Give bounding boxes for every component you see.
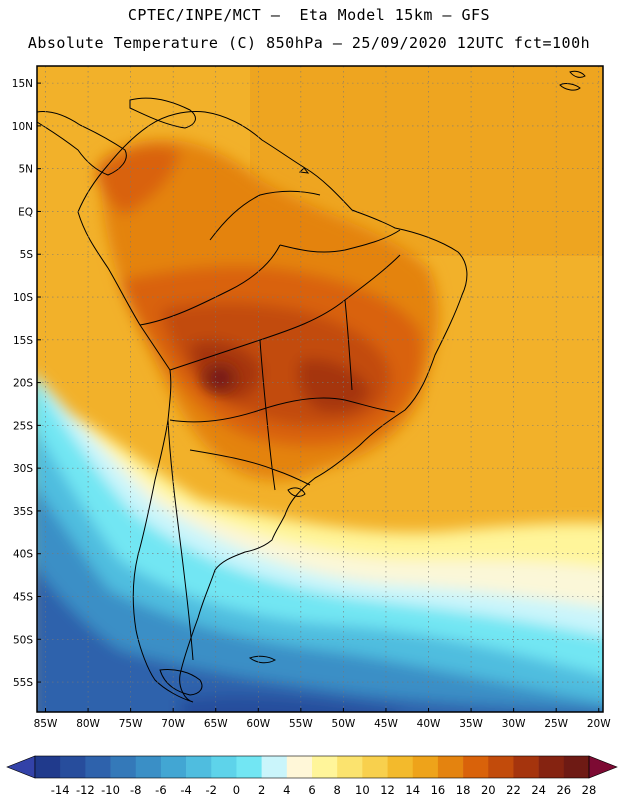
longitude-label: 70W — [161, 718, 185, 730]
colorbar-label: 16 — [431, 783, 446, 797]
map-frame — [36, 65, 604, 713]
colorbar-swatch — [387, 756, 414, 778]
latitude-label: EQ — [18, 206, 33, 218]
colorbar-swatch — [186, 756, 212, 778]
longitude-label: 30W — [502, 718, 526, 730]
latitude-label: 10S — [13, 292, 33, 304]
colorbar-label: 0 — [233, 783, 240, 797]
colorbar-label: 24 — [531, 783, 546, 797]
colorbar-label: 8 — [334, 783, 341, 797]
colorbar-swatch — [60, 756, 86, 778]
longitude-label: 25W — [544, 718, 568, 730]
colorbar-label: 6 — [308, 783, 315, 797]
colorbar-label: -4 — [180, 783, 191, 797]
longitude-label: 80W — [76, 718, 100, 730]
colorbar-under-arrow — [6, 755, 36, 779]
coastlines — [37, 70, 586, 703]
longitude-label: 65W — [204, 718, 228, 730]
colorbar-swatch — [110, 756, 137, 778]
colorbar-swatch — [35, 756, 61, 778]
colorbar-label: 18 — [456, 783, 471, 797]
latitude-label: 30S — [13, 463, 33, 475]
colorbar-swatch — [513, 756, 539, 778]
temperature-field — [37, 66, 603, 712]
colorbar-swatch — [412, 756, 439, 778]
longitude-label: 75W — [119, 718, 143, 730]
colorbar-over-arrow — [588, 755, 618, 779]
longitude-label: 20W — [587, 718, 611, 730]
latitude-label: 40S — [13, 549, 33, 561]
longitude-label: 35W — [459, 718, 483, 730]
colorbar-swatch — [563, 756, 590, 778]
colorbar-swatch — [236, 756, 262, 778]
longitude-label: 60W — [246, 718, 270, 730]
longitude-label: 45W — [374, 718, 398, 730]
longitude-label: 50W — [332, 718, 356, 730]
colorbar-swatch — [135, 756, 162, 778]
colorbar-swatch — [261, 756, 288, 778]
latitude-label: 10N — [12, 121, 33, 133]
colorbar: -14 -12 -10 -8 -6 -4 -2 0 2 4 6 8 10 12 14 16 18 20 22 24 26… — [6, 755, 618, 797]
latitude-label: 55S — [13, 677, 33, 689]
latitude-label: 5S — [20, 249, 34, 261]
colorbar-frame — [34, 755, 590, 779]
colorbar-label: 14 — [405, 783, 420, 797]
colorbar-swatch — [160, 756, 187, 778]
colorbar-swatch — [437, 756, 464, 778]
colorbar-label: 26 — [556, 783, 571, 797]
colorbar-swatch — [488, 756, 514, 778]
longitude-label: 55W — [289, 718, 313, 730]
colorbar-label: -10 — [101, 783, 120, 797]
latitude-label: 25S — [13, 420, 33, 432]
colorbar-label: -12 — [76, 783, 95, 797]
colorbar-label: -14 — [51, 783, 70, 797]
colorbar-label: 12 — [380, 783, 395, 797]
colorbar-label: 20 — [481, 783, 496, 797]
colorbar-label: 28 — [582, 783, 597, 797]
longitude-label: 40W — [417, 718, 441, 730]
colorbar-swatch — [312, 756, 338, 778]
colorbar-label: 22 — [506, 783, 521, 797]
colorbar-swatch — [85, 756, 111, 778]
latitude-label: 5N — [18, 164, 33, 176]
colorbar-label: 4 — [283, 783, 290, 797]
latitude-label: 45S — [13, 591, 33, 603]
colorbar-swatch — [211, 756, 237, 778]
colorbar-label: -2 — [206, 783, 217, 797]
latitude-label: 50S — [13, 634, 33, 646]
colorbar-label: -6 — [155, 783, 166, 797]
colorbar-label: 2 — [258, 783, 265, 797]
latitude-label: 15N — [12, 78, 33, 90]
colorbar-swatch — [286, 756, 313, 778]
title-line-2: Absolute Temperature (C) 850hPa — 25/09/… — [27, 34, 591, 52]
colorbar-label: -8 — [130, 783, 141, 797]
longitude-labels: 85W 80W 75W 70W 65W 60W 55W 50W 45W 40W 35W 30W 25W 2… — [34, 708, 611, 730]
latitude-labels: 15N 10N 5N EQ 5S 10S 15S 20S 25S 30S 35S 40S 45S 50S 5… — [12, 78, 41, 689]
colorbar-swatch — [362, 756, 388, 778]
colorbar-swatch — [337, 756, 363, 778]
colorbar-swatch — [538, 756, 565, 778]
colorbar-label: 10 — [355, 783, 370, 797]
latitude-label: 35S — [13, 506, 33, 518]
title-line-1: CPTEC/INPE/MCT — Eta Model 15km — GFS — [127, 6, 491, 24]
longitude-label: 85W — [34, 718, 58, 730]
latitude-label: 15S — [13, 335, 33, 347]
latitude-label: 20S — [13, 378, 33, 390]
colorbar-swatch — [463, 756, 489, 778]
